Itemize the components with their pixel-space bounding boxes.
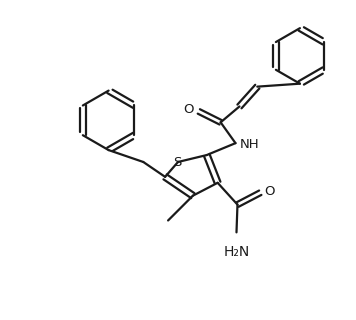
Text: O: O	[183, 103, 194, 116]
Text: S: S	[173, 156, 181, 170]
Text: NH: NH	[240, 138, 259, 151]
Text: O: O	[264, 185, 275, 198]
Text: H₂N: H₂N	[223, 245, 250, 259]
